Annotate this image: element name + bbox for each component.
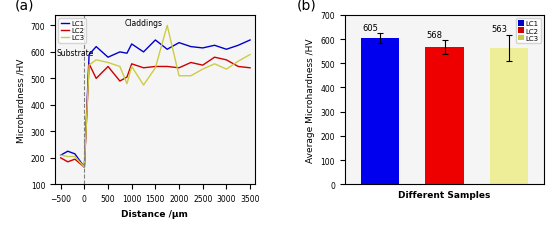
Text: 568: 568 bbox=[427, 31, 443, 40]
LC1 bbox=[247, 39, 254, 42]
LC1 bbox=[57, 154, 64, 157]
LC1 bbox=[164, 49, 170, 51]
LC2 bbox=[128, 63, 135, 66]
Text: Substrate: Substrate bbox=[57, 48, 94, 57]
LC2 bbox=[86, 63, 92, 66]
LC1 bbox=[72, 153, 78, 155]
X-axis label: Different Samples: Different Samples bbox=[398, 190, 491, 199]
LC2 bbox=[117, 80, 123, 83]
LC2 bbox=[188, 62, 194, 65]
LC3 bbox=[72, 155, 78, 158]
LC3 bbox=[104, 62, 111, 65]
LC2 bbox=[57, 157, 64, 160]
Bar bbox=[490, 49, 529, 184]
LC1 bbox=[200, 47, 206, 50]
LC2 bbox=[211, 56, 218, 59]
LC3 bbox=[117, 66, 123, 69]
LC2 bbox=[64, 161, 71, 163]
LC3 bbox=[86, 65, 92, 67]
LC3 bbox=[200, 68, 206, 71]
LC1 bbox=[93, 46, 100, 49]
Text: 605: 605 bbox=[362, 24, 378, 33]
LC1 bbox=[128, 43, 135, 46]
Line: LC2: LC2 bbox=[60, 58, 250, 167]
LC3 bbox=[235, 61, 241, 63]
LC1 bbox=[104, 56, 111, 59]
LC2 bbox=[140, 67, 147, 70]
LC3 bbox=[57, 154, 64, 157]
Bar bbox=[425, 47, 464, 184]
LC2 bbox=[104, 66, 111, 69]
LC1 bbox=[64, 150, 71, 153]
LC1 bbox=[188, 46, 194, 49]
LC3 bbox=[140, 84, 147, 87]
LC1 bbox=[81, 166, 87, 169]
LC2 bbox=[72, 158, 78, 161]
LC2 bbox=[235, 66, 241, 69]
Legend: LC1, LC2, LC3: LC1, LC2, LC3 bbox=[58, 19, 86, 43]
Y-axis label: Microhardness /HV: Microhardness /HV bbox=[16, 58, 25, 142]
LC3 bbox=[223, 68, 230, 71]
LC3 bbox=[152, 67, 158, 70]
LC3 bbox=[81, 166, 87, 169]
LC2 bbox=[81, 166, 87, 169]
LC1 bbox=[223, 49, 230, 51]
LC2 bbox=[152, 66, 158, 69]
LC3 bbox=[164, 25, 170, 28]
LC1 bbox=[117, 51, 123, 54]
LC1 bbox=[235, 45, 241, 47]
LC1 bbox=[86, 54, 92, 57]
Text: (a): (a) bbox=[15, 0, 35, 12]
Y-axis label: Average Microhardness /HV: Average Microhardness /HV bbox=[306, 38, 315, 162]
Text: Claddings: Claddings bbox=[125, 19, 163, 28]
LC2 bbox=[200, 65, 206, 67]
LC3 bbox=[64, 155, 71, 158]
LC3 bbox=[93, 59, 100, 62]
LC3 bbox=[128, 66, 135, 69]
LC2 bbox=[164, 66, 170, 69]
LC3 bbox=[188, 75, 194, 78]
LC3 bbox=[247, 54, 254, 57]
LC3 bbox=[211, 63, 218, 66]
LC1 bbox=[176, 42, 183, 45]
LC3 bbox=[124, 83, 130, 86]
X-axis label: Distance /μm: Distance /μm bbox=[122, 209, 188, 218]
LC2 bbox=[124, 76, 130, 79]
Legend: LC1, LC2, LC3: LC1, LC2, LC3 bbox=[516, 19, 541, 44]
LC1 bbox=[140, 51, 147, 54]
LC1 bbox=[211, 45, 218, 47]
Text: 563: 563 bbox=[491, 25, 507, 34]
LC2 bbox=[176, 67, 183, 70]
LC1 bbox=[124, 53, 130, 55]
Bar bbox=[361, 39, 399, 184]
LC3 bbox=[176, 75, 183, 78]
LC2 bbox=[223, 59, 230, 62]
LC2 bbox=[93, 78, 100, 80]
Line: LC3: LC3 bbox=[60, 26, 250, 167]
LC1 bbox=[152, 39, 158, 42]
Line: LC1: LC1 bbox=[60, 41, 250, 167]
LC2 bbox=[247, 67, 254, 70]
Text: (b): (b) bbox=[297, 0, 316, 12]
